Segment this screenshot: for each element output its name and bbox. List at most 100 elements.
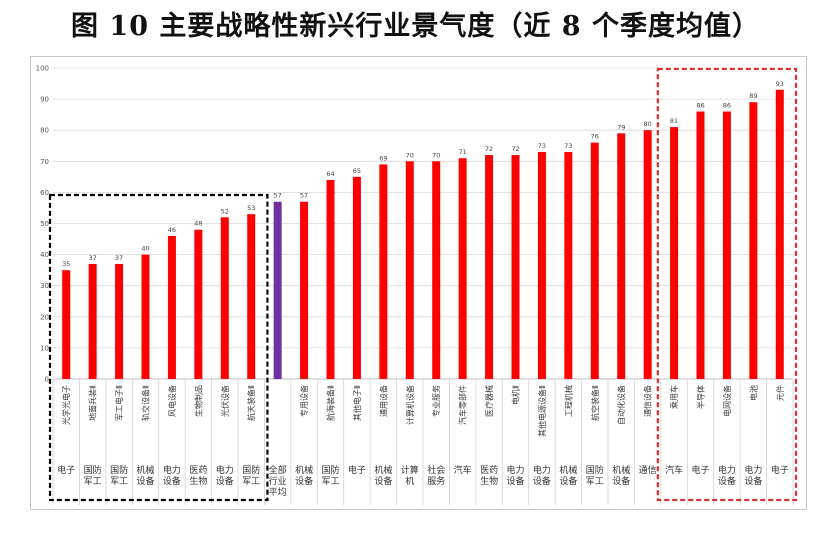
data-label: 69 — [379, 154, 387, 162]
data-label: 86 — [696, 102, 704, 110]
data-label: 46 — [168, 226, 176, 234]
data-label: 71 — [459, 148, 467, 156]
group-label: 生物 — [189, 475, 207, 487]
data-label: 70 — [406, 151, 414, 159]
y-tick-label: 100 — [36, 65, 49, 73]
bar — [220, 217, 229, 379]
data-label: 73 — [538, 142, 546, 150]
subcategory-label: 元件 — [775, 385, 785, 401]
subcategory-label: 工程机械 — [563, 385, 573, 417]
group-label: 汽车 — [665, 464, 683, 476]
subcategory-label: 电池 — [748, 385, 758, 401]
bar — [590, 142, 599, 379]
subcategory-label: 电机Ⅱ — [511, 385, 521, 405]
group-label: 医药 — [480, 465, 498, 476]
bar — [537, 151, 546, 379]
subcategory-label: 医疗器械 — [484, 385, 494, 417]
bar — [670, 127, 679, 379]
chart-frame: 0 10 20 30 40 50 60 70 80 90 100 35 光学光电子 电子 37 地面兵装Ⅱ 国防… — [30, 56, 807, 510]
group-label: 设备 — [533, 475, 551, 487]
group-label: 国防 — [110, 464, 128, 476]
group-label: 电力 — [506, 464, 524, 476]
figure-title: 图 10 主要战略性新兴行业景气度（近 8 个季度均值） — [71, 11, 760, 42]
group-label: 国防 — [586, 464, 604, 476]
group-label: 电子 — [691, 464, 709, 476]
y-tick-label: 70 — [40, 158, 49, 166]
bar — [458, 158, 467, 379]
group-label: 国防 — [84, 464, 102, 476]
bar — [88, 263, 97, 379]
subcategory-label: 自动化设备 — [616, 385, 626, 425]
bar — [352, 176, 361, 379]
bar — [62, 270, 71, 379]
group-label: 电子 — [348, 464, 366, 476]
group-label: 军工 — [242, 476, 260, 487]
group-label: 机械 — [374, 464, 392, 476]
group-label: 计算 — [401, 464, 419, 476]
subcategory-label: 军工电子Ⅱ — [114, 385, 124, 421]
y-tick-label: 40 — [40, 251, 49, 259]
group-label: 军工 — [321, 476, 339, 487]
data-label: 48 — [194, 220, 202, 228]
group-label: 机械 — [295, 464, 313, 476]
data-label: 64 — [326, 170, 334, 178]
bar — [167, 235, 176, 379]
y-tick-label: 20 — [40, 313, 49, 321]
group-label: 社会 — [427, 464, 445, 476]
data-label: 65 — [353, 167, 361, 175]
data-label: 57 — [274, 192, 282, 200]
y-tick-label: 10 — [40, 344, 49, 352]
group-label: 设备 — [559, 475, 577, 487]
bar — [696, 111, 705, 379]
group-label: 设备 — [374, 475, 392, 487]
subcategory-label: 半导体 — [696, 385, 706, 409]
y-tick-label: 90 — [40, 96, 49, 104]
subcategory-label: 光学光电子 — [61, 385, 71, 425]
high-group-highlight-box — [656, 67, 798, 502]
subcategory-label: 乘用车 — [669, 385, 679, 409]
bar — [722, 111, 731, 379]
group-label: 机械 — [136, 464, 154, 476]
group-label: 机 — [405, 475, 414, 487]
subcategory-label: 光伏设备 — [220, 385, 230, 417]
bar — [432, 161, 441, 379]
subcategory-label: 航空装备Ⅱ — [590, 385, 600, 421]
group-label: 电力 — [163, 464, 181, 476]
subcategory-label: 地面兵装Ⅱ — [88, 385, 98, 421]
data-label: 53 — [247, 204, 255, 212]
group-label: 设备 — [744, 475, 762, 487]
bar — [405, 161, 414, 379]
y-tick-label: 80 — [40, 127, 49, 135]
subcategory-label: 航海装备Ⅱ — [326, 385, 336, 421]
group-label: 国防 — [321, 464, 339, 476]
group-label: 医药 — [189, 465, 207, 476]
group-label: 机械 — [612, 464, 630, 476]
bar — [141, 254, 150, 379]
data-label: 52 — [221, 207, 229, 215]
group-label: 汽车 — [454, 464, 472, 476]
subcategory-label: 风电设备 — [167, 385, 177, 417]
bar — [115, 263, 124, 379]
group-label: 电力 — [533, 464, 551, 476]
group-label: 服务 — [427, 475, 445, 487]
data-label: 89 — [749, 92, 757, 100]
group-label: 设备 — [612, 475, 630, 487]
group-label: 军工 — [110, 476, 128, 487]
group-label: 生物 — [480, 475, 498, 487]
bar — [194, 229, 203, 379]
data-label: 70 — [432, 151, 440, 159]
bar — [379, 164, 388, 379]
subcategory-label: 汽车零部件 — [458, 385, 468, 425]
y-tick-label: 0 — [45, 376, 49, 384]
bar — [273, 201, 282, 379]
group-label: 设备 — [163, 475, 181, 487]
bar — [247, 214, 256, 379]
subcategory-label: 专业服务 — [431, 385, 441, 417]
low-group-highlight-box — [48, 193, 269, 502]
group-label: 全部 — [269, 464, 287, 476]
data-label: 93 — [776, 80, 784, 88]
subcategory-label: 专用设备 — [299, 385, 309, 417]
data-label: 37 — [115, 254, 123, 262]
group-label: 电力 — [718, 464, 736, 476]
